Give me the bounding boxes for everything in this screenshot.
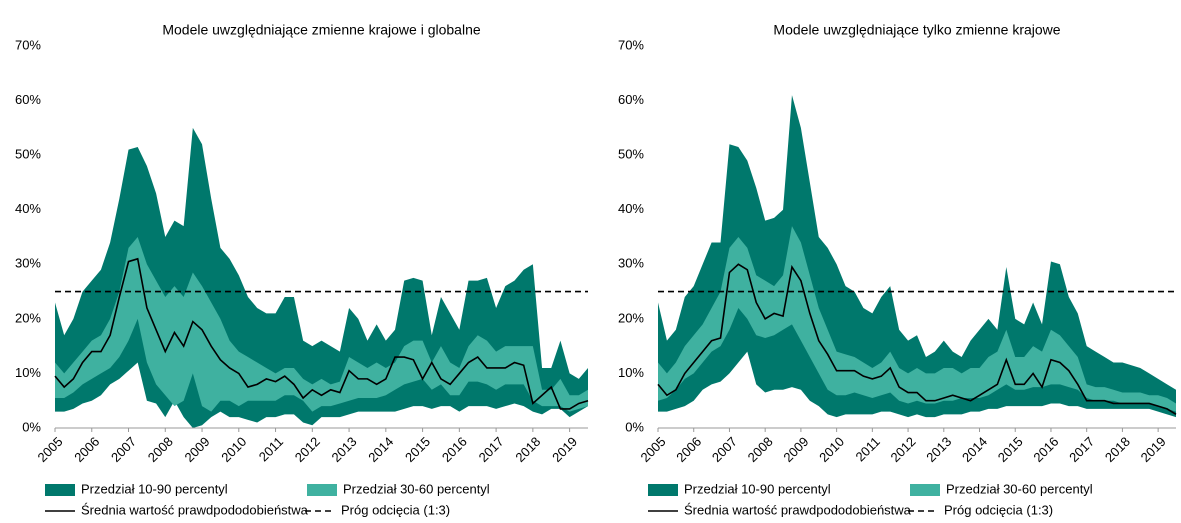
band-area: [55, 237, 588, 412]
legend-label: Przedział 10-90 percentyl: [81, 481, 228, 496]
x-tick-label: 2009: [182, 434, 213, 465]
band-area: [658, 226, 1176, 412]
legend-swatch: [648, 484, 678, 496]
x-tick-label: 2013: [329, 434, 360, 465]
x-tick-label: 2008: [745, 434, 776, 465]
y-tick-label: 70%: [618, 37, 644, 52]
x-tick-label: 2010: [816, 434, 847, 465]
x-tick-label: 2014: [959, 434, 990, 465]
x-tick-label: 2015: [402, 434, 433, 465]
y-tick-label: 20%: [618, 310, 644, 325]
x-tick-label: 2016: [439, 434, 470, 465]
x-tick-label: 2019: [1138, 434, 1169, 465]
legend-label: Przedział 10-90 percentyl: [684, 481, 831, 496]
legend-label: Przedział 30-60 percentyl: [946, 481, 1093, 496]
x-tick-label: 2010: [218, 434, 249, 465]
x-tick-label: 2011: [853, 434, 883, 464]
legend-label: Próg odcięcia (1:3): [944, 502, 1053, 517]
legend-swatch: [307, 484, 337, 496]
x-tick-label: 2008: [145, 434, 176, 465]
x-tick-label: 2005: [34, 434, 65, 465]
legend-label: Średnia wartość prawdpododobieństwa: [81, 502, 309, 517]
y-tick-label: 50%: [618, 147, 644, 162]
y-tick-label: 70%: [15, 37, 41, 52]
y-tick-label: 60%: [618, 92, 644, 107]
x-tick-label: 2014: [365, 434, 396, 465]
x-tick-label: 2006: [673, 434, 704, 465]
y-tick-label: 50%: [15, 147, 41, 162]
y-tick-label: 30%: [618, 256, 644, 271]
y-tick-label: 40%: [618, 201, 644, 216]
x-tick-label: 2018: [512, 434, 543, 465]
x-tick-label: 2013: [923, 434, 954, 465]
x-tick-label: 2011: [256, 434, 286, 464]
x-tick-label: 2018: [1102, 434, 1133, 465]
chart-title: Modele uwzględniające tylko zmienne kraj…: [773, 22, 1060, 38]
legend-swatch: [910, 484, 940, 496]
x-tick-label: 2012: [292, 434, 323, 465]
y-tick-label: 0%: [625, 419, 644, 434]
x-tick-label: 2007: [709, 434, 740, 465]
x-tick-label: 2017: [1066, 434, 1097, 465]
mean-line: [657, 263, 1177, 416]
chart-title: Modele uwzględniające zmienne krajowe i …: [162, 22, 481, 38]
x-tick-label: 2015: [995, 434, 1026, 465]
y-tick-label: 20%: [15, 310, 41, 325]
legend-label: Przedział 30-60 percentyl: [343, 481, 490, 496]
x-tick-label: 2007: [108, 434, 139, 465]
x-tick-label: 2016: [1030, 434, 1061, 465]
x-tick-label: 2012: [888, 434, 919, 465]
legend-swatch: [45, 484, 75, 496]
x-tick-label: 2017: [476, 434, 507, 465]
legend-label: Średnia wartość prawdpododobieństwa: [684, 502, 912, 517]
x-tick-label: 2005: [637, 434, 668, 465]
legend-label: Próg odcięcia (1:3): [341, 502, 450, 517]
band-area: [658, 95, 1176, 418]
mean-line: [54, 257, 589, 410]
y-tick-label: 60%: [15, 92, 41, 107]
x-tick-label: 2019: [549, 434, 580, 465]
y-tick-label: 40%: [15, 201, 41, 216]
x-tick-label: 2006: [71, 434, 102, 465]
y-tick-label: 10%: [618, 365, 644, 380]
y-tick-label: 10%: [15, 365, 41, 380]
y-tick-label: 30%: [15, 256, 41, 271]
y-tick-label: 0%: [22, 419, 41, 434]
x-tick-label: 2009: [780, 434, 811, 465]
